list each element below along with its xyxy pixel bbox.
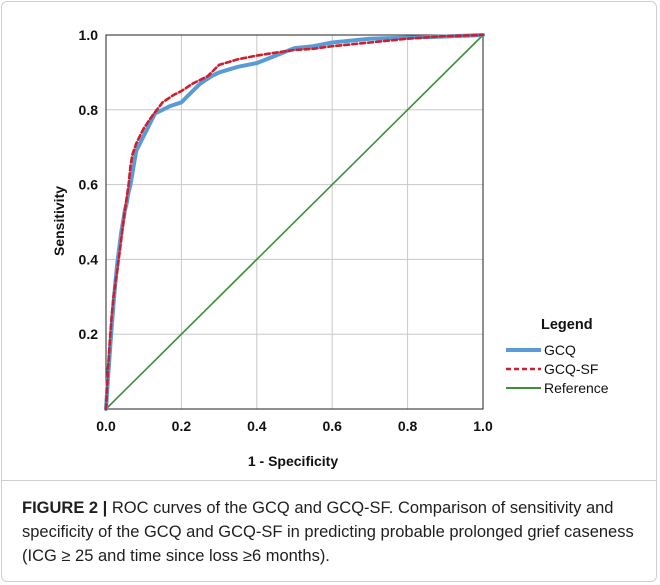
legend-label-gcq: GCQ [544,342,576,358]
legend-items: GCQ GCQ-SF Reference [506,342,609,396]
x-axis-label: 1 - Specificity [248,453,338,469]
series-line-gcq-sf [104,33,485,411]
y-tick-label-3: 0.8 [79,102,99,118]
y-tick-label-2: 0.6 [79,177,99,193]
y-tick-label-4: 1.0 [79,27,99,43]
x-tick-label-5: 1.0 [473,418,493,434]
legend-label-reference: Reference [544,380,609,396]
y-tick-label-0: 0.2 [79,326,99,342]
caption-text: ROC curves of the GCQ and GCQ-SF. Compar… [22,499,634,565]
plot-area-border [105,34,484,410]
x-tick-label-3: 0.6 [322,418,342,434]
series-layer [104,33,485,411]
series-line-reference [105,34,484,410]
y-axis-ticks: 0.2 0.4 0.6 0.8 1.0 [79,27,99,342]
figure-label: FIGURE 2 | [22,499,108,517]
legend: Legend GCQ GCQ-SF Reference [506,317,609,396]
figure-caption: FIGURE 2 | ROC curves of the GCQ and GCQ… [22,496,642,568]
x-tick-label-4: 0.8 [398,418,418,434]
caption-divider [1,480,657,481]
x-tick-label-2: 0.4 [247,418,267,434]
y-tick-label-1: 0.4 [79,251,99,267]
legend-title: Legend [541,317,593,333]
grid-lines [106,35,483,409]
roc-chart: 0.0 0.2 0.4 0.6 0.8 1.0 0.2 0.4 0.6 0.8 1.0 1 - S… [51,27,609,469]
y-axis-label: Sensitivity [51,186,67,256]
x-tick-label-0: 0.0 [96,418,116,434]
x-axis-ticks: 0.0 0.2 0.4 0.6 0.8 1.0 [96,418,493,434]
x-tick-label-1: 0.2 [172,418,192,434]
legend-label-gcq-sf: GCQ-SF [544,361,598,377]
